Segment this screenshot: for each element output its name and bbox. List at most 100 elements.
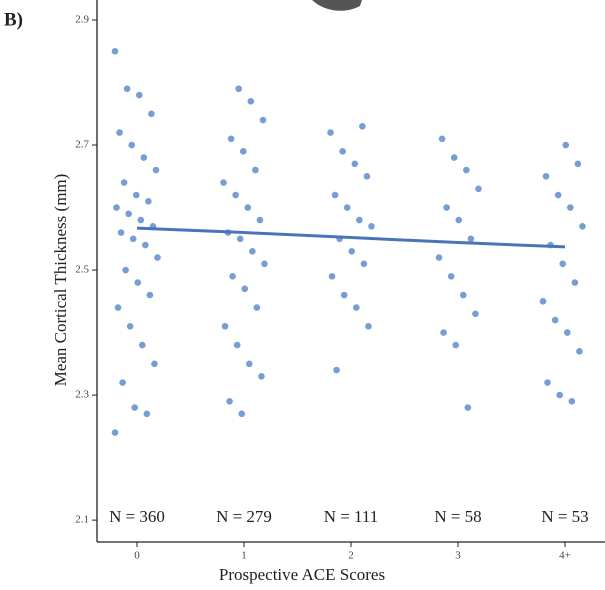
y-tick-label: 2.1	[75, 514, 89, 526]
data-point	[135, 91, 143, 99]
data-point	[261, 260, 268, 268]
data-point	[142, 241, 149, 249]
data-point	[365, 323, 372, 330]
n-label: N = 360	[109, 507, 165, 526]
data-point	[435, 254, 443, 261]
data-point	[143, 410, 151, 418]
data-point	[111, 429, 119, 436]
data-point	[340, 291, 348, 299]
data-point	[256, 216, 264, 224]
data-point	[463, 166, 470, 174]
data-point	[125, 210, 132, 218]
data-point	[253, 304, 261, 311]
data-point	[232, 191, 239, 199]
brain-image	[312, 0, 362, 11]
data-point	[567, 204, 574, 211]
data-point	[249, 248, 256, 255]
data-point	[117, 229, 125, 236]
data-point	[120, 179, 128, 186]
n-label: N = 279	[216, 507, 272, 526]
data-point	[114, 304, 122, 311]
data-point	[460, 291, 467, 299]
data-point	[154, 254, 161, 261]
data-point	[227, 135, 235, 143]
data-point	[551, 316, 559, 324]
data-point	[333, 366, 340, 374]
data-point	[331, 191, 339, 199]
x-tick-label: 3	[455, 550, 461, 562]
data-point	[443, 204, 450, 211]
data-point	[464, 404, 472, 411]
data-point	[359, 122, 366, 130]
data-point	[440, 329, 447, 336]
data-point	[151, 360, 158, 368]
data-point	[226, 398, 233, 405]
data-point	[363, 172, 371, 180]
data-point	[351, 160, 359, 168]
data-point	[438, 135, 446, 143]
y-axis-label: Mean Cortical Thickness (mm)	[51, 174, 70, 387]
x-tick-label: 0	[134, 550, 140, 562]
data-point	[328, 273, 336, 280]
data-point	[455, 216, 463, 224]
data-point	[220, 179, 227, 186]
data-point	[259, 116, 267, 124]
data-point	[360, 260, 368, 268]
data-point	[343, 204, 351, 211]
data-point	[116, 129, 123, 136]
data-point	[247, 97, 255, 105]
data-point	[356, 216, 363, 224]
data-point	[579, 223, 586, 230]
data-point	[221, 323, 229, 330]
data-point	[134, 279, 142, 286]
data-point	[353, 304, 360, 311]
data-point	[368, 223, 375, 230]
data-point	[129, 235, 137, 243]
y-tick-label: 2.3	[75, 389, 89, 401]
data-point	[450, 154, 458, 161]
x-tick-label: 4+	[559, 550, 571, 562]
data-point	[238, 410, 246, 418]
data-point	[252, 166, 259, 174]
data-point	[568, 398, 576, 405]
data-point	[126, 323, 134, 330]
data-point	[236, 235, 244, 243]
n-label: N = 58	[434, 507, 481, 526]
data-point	[562, 141, 570, 149]
data-point	[131, 404, 139, 411]
data-point	[542, 172, 550, 180]
data-point	[122, 266, 129, 274]
data-point	[576, 348, 583, 355]
data-point	[327, 129, 334, 136]
data-point	[229, 273, 236, 280]
y-tick-label: 2.9	[75, 14, 89, 26]
data-point	[556, 391, 563, 399]
data-point	[544, 379, 551, 386]
data-point	[132, 191, 140, 199]
data-point	[348, 248, 356, 255]
y-tick-label: 2.7	[75, 139, 89, 151]
data-point	[145, 197, 152, 205]
data-point	[241, 285, 249, 293]
x-tick-label: 2	[348, 550, 354, 562]
data-point	[571, 279, 579, 286]
data-point	[140, 154, 148, 161]
n-label: N = 111	[324, 507, 379, 526]
data-point	[233, 341, 241, 349]
data-point	[111, 47, 119, 55]
data-point	[467, 235, 475, 243]
data-point	[554, 191, 562, 199]
data-point	[452, 341, 460, 349]
data-point	[339, 147, 346, 155]
data-point	[246, 360, 253, 368]
y-tick-label: 2.5	[75, 264, 89, 276]
data-point	[123, 85, 131, 93]
data-point	[235, 85, 242, 93]
data-point	[239, 147, 247, 155]
data-point	[244, 204, 252, 211]
data-point	[119, 379, 126, 386]
data-point	[539, 298, 547, 305]
data-point	[472, 310, 479, 318]
data-point	[146, 291, 154, 299]
